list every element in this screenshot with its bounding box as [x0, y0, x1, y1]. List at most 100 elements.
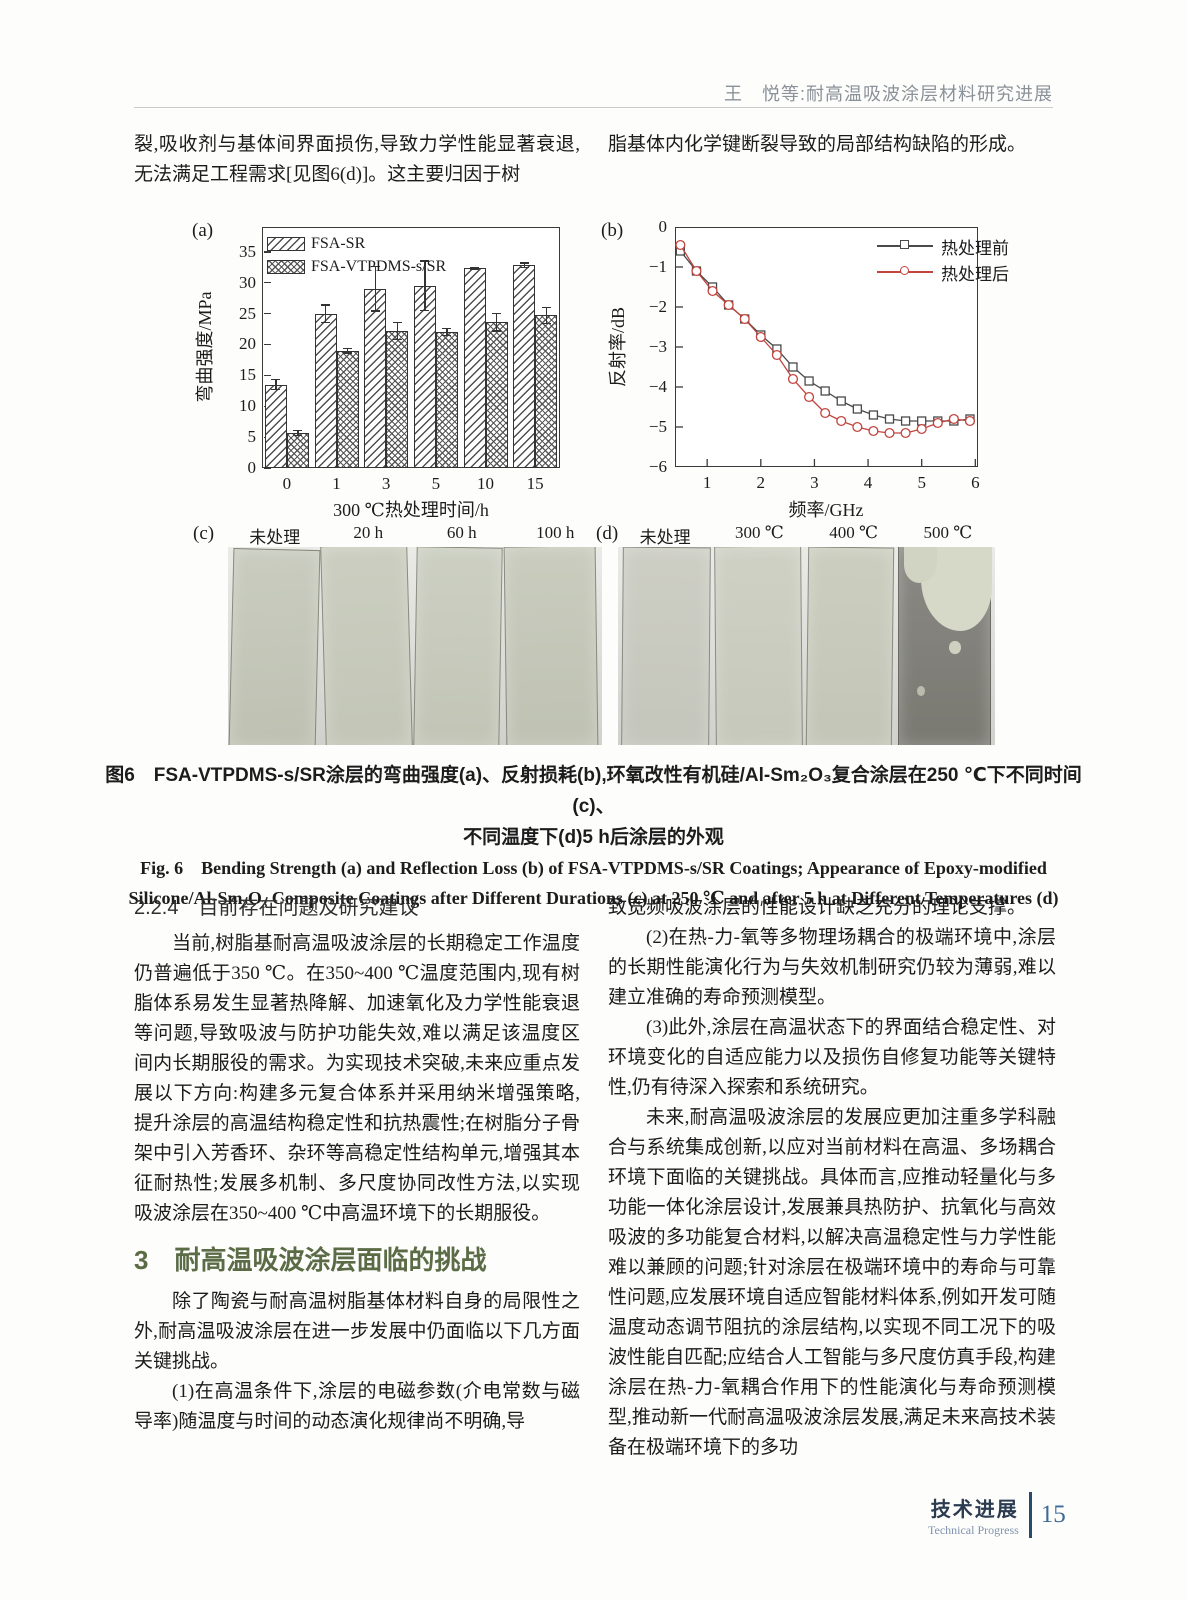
figure-caption: 图6 FSA-VTPDMS-s/SR涂层的弯曲强度(a)、反射损耗(b),环氧改… — [100, 760, 1087, 913]
x-tick-label: 10 — [477, 474, 494, 493]
x-tick-label: 0 — [282, 474, 292, 493]
running-title: 王 悦等:耐高温吸波涂层材料研究进展 — [724, 84, 1053, 104]
subsection-heading-224: 2.2.4 目前存在问题及研究建议 — [134, 897, 419, 919]
legend-label: 热处理前 — [941, 238, 1009, 258]
y-tick — [264, 313, 271, 315]
peeled-coating-fleck — [917, 686, 926, 697]
y-tick-label: 30 — [239, 272, 256, 292]
panel-d-sample-labels: 未处理 300 ℃ 400 ℃ 500 ℃ — [618, 523, 995, 548]
sample-label: 300 ℃ — [734, 523, 784, 542]
sample-label: 60 h — [446, 523, 477, 542]
error-bar — [545, 307, 547, 324]
legend-marker — [900, 266, 909, 276]
coating-sample — [621, 547, 711, 745]
coating-sample — [228, 547, 321, 745]
body-column-left: 2.2.4 目前存在问题及研究建议 当前,树脂基耐高温吸波涂层的长期稳定工作温度… — [134, 893, 580, 1437]
paragraph: 除了陶瓷与耐高温树脂基体材料自身的局限性之外,耐高温吸波涂层在进一步发展中仍面临… — [134, 1291, 580, 1372]
y-tick-label: 25 — [239, 303, 256, 323]
bar-FSA-SR — [264, 384, 287, 468]
x-tick-label: 15 — [526, 474, 544, 493]
y-tick-label: −5 — [648, 417, 667, 436]
legend-entry: FSA-SR — [267, 232, 446, 255]
bar-FSA-SR — [364, 288, 387, 468]
y-tick — [264, 282, 271, 284]
bar-FSA-VTPDMS-s/SR — [386, 330, 409, 468]
chart-b-xlabel: 频率/GHz — [788, 500, 864, 520]
panel-d-label: (d) — [596, 523, 619, 544]
panel-c-photo — [228, 547, 602, 745]
error-bar — [347, 348, 349, 354]
sample-label: 未处理 — [639, 528, 691, 547]
error-cap — [541, 322, 551, 325]
error-cap — [541, 306, 551, 309]
legend-marker — [900, 240, 909, 250]
bar-FSA-SR — [513, 265, 536, 468]
error-cap — [519, 267, 529, 269]
y-tick-label: −2 — [648, 297, 667, 316]
reflection-loss-line-chart: (b) 反射率/dB 频率/GHz 1 2 3 4 5 6 0 −1 −2 −3 −4 −5 −6 热处理… — [593, 208, 1023, 520]
header-rule — [134, 107, 1053, 108]
y-tick — [264, 251, 271, 253]
error-cap — [343, 352, 352, 354]
bar-FSA-VTPDMS-s/SR — [435, 332, 458, 468]
legend-label: FSA-VTPDMS-s/SR — [311, 257, 447, 275]
error-cap — [442, 327, 452, 330]
panel-d-photo — [618, 547, 995, 745]
error-bar — [474, 267, 476, 270]
y-tick-label: 0 — [247, 458, 257, 477]
bar-FSA-VTPDMS-s/SR — [535, 315, 558, 468]
x-tick-label: 6 — [971, 473, 980, 492]
paragraph: (2)在热-力-氧等多物理场耦合的极端环境中,涂层的长期性能演化行为与失效机制研… — [608, 927, 1056, 1008]
legend-swatch — [267, 236, 305, 251]
coating-sample — [805, 547, 895, 745]
coating-sample — [413, 547, 503, 745]
error-bar — [446, 328, 448, 336]
error-bar — [297, 430, 299, 436]
panel-c-sample-labels: 未处理 20 h 60 h 100 h — [228, 523, 602, 548]
y-tick-label: 5 — [247, 427, 257, 447]
error-cap — [370, 310, 380, 312]
panel-b-label: (b) — [601, 220, 624, 241]
error-bar — [496, 313, 498, 331]
footer-divider — [1028, 1492, 1032, 1538]
legend-entry: FSA-VTPDMS-s/SR — [267, 255, 446, 278]
bar-FSA-VTPDMS-s/SR — [336, 350, 359, 468]
legend-line — [877, 266, 933, 276]
panel-c-label: (c) — [193, 523, 215, 544]
bar-FSA-SR — [314, 313, 337, 468]
page-number: 15 — [1040, 1501, 1066, 1528]
page-footer: 技术进展 Technical Progress 15 — [928, 1492, 1066, 1538]
x-tick-label: 5 — [917, 473, 926, 492]
x-tick-label: 5 — [431, 474, 441, 493]
intro-paragraph-left: 裂,吸收剂与基体间界面损伤,导致力学性能显著衰退,无法满足工程需求[见图6(d)… — [134, 134, 580, 185]
y-tick-label: −6 — [648, 457, 667, 476]
chart-a-xlabel: 300 ℃热处理时间/h — [333, 500, 489, 520]
y-tick-label: 15 — [239, 365, 256, 385]
error-cap — [271, 388, 281, 391]
coating-sample — [714, 547, 803, 745]
footer-section-cn: 技术进展 — [930, 1498, 1019, 1521]
peeled-coating-fleck — [949, 640, 961, 655]
error-cap — [519, 262, 529, 264]
error-bar — [424, 260, 426, 311]
chart-a-plot-area — [262, 227, 560, 468]
x-tick-label: 3 — [381, 474, 391, 493]
legend-entry: 热处理前 — [877, 236, 1009, 258]
sample-label: 未处理 — [249, 528, 301, 547]
section-3-heading: 3 耐高温吸波涂层面临的挑战 — [134, 1245, 580, 1275]
error-cap — [420, 260, 430, 262]
error-cap — [293, 429, 303, 431]
error-bar — [275, 379, 277, 390]
error-cap — [321, 321, 330, 323]
x-tick-label: 3 — [810, 473, 819, 492]
y-tick-label: 0 — [658, 217, 668, 236]
error-bar — [325, 304, 327, 323]
error-bar — [374, 266, 376, 312]
paragraph: 当前,树脂基耐高温吸波涂层的长期稳定工作温度仍普遍低于350 ℃。在350~40… — [134, 933, 580, 1224]
footer-section: 技术进展 Technical Progress — [928, 1493, 1019, 1538]
caption-cn-line1: 图6 FSA-VTPDMS-s/SR涂层的弯曲强度(a)、反射损耗(b),环氧改… — [105, 765, 1082, 817]
error-cap — [392, 321, 402, 323]
coating-sample — [503, 547, 599, 745]
legend-line — [877, 240, 933, 250]
paragraph: 未来,耐高温吸波涂层的发展应更加注重多学科融合与系统集成创新,以应对当前材料在高… — [608, 1107, 1056, 1458]
